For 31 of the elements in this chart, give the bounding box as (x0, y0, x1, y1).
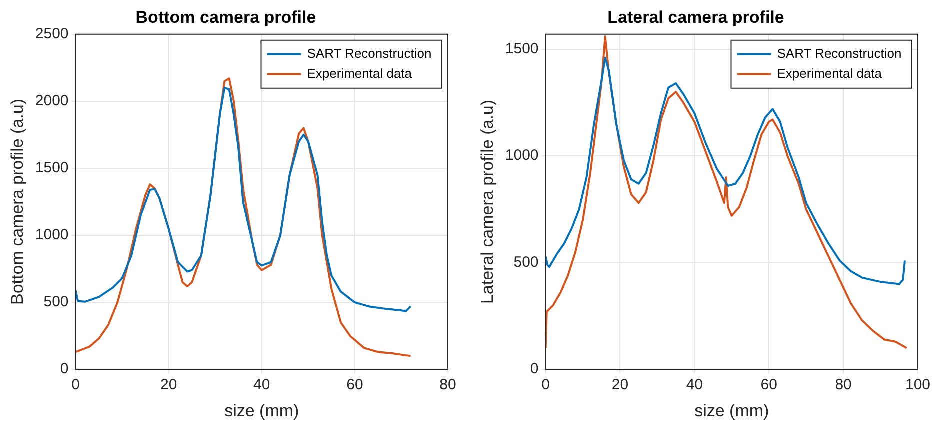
x-tick-label: 60 (346, 376, 364, 394)
legend-label: Experimental data (307, 66, 413, 81)
x-axis-title: size (mm) (224, 401, 300, 420)
legend-label: SART Reconstruction (307, 46, 432, 61)
x-tick-label: 0 (542, 376, 550, 394)
x-tick-label: 40 (254, 376, 270, 394)
y-tick-label: 1500 (505, 40, 539, 58)
x-tick-label: 40 (686, 376, 704, 394)
legend-label: SART Reconstruction (777, 46, 902, 61)
y-axis-title: Lateral camera profile (a.u) (478, 100, 497, 304)
x-tick-label: 100 (905, 376, 931, 394)
x-tick-label: 20 (160, 376, 178, 394)
y-tick-label: 2500 (35, 26, 69, 43)
y-axis-title: Bottom camera profile (a.u) (8, 99, 27, 305)
x-tick-label: 80 (835, 376, 852, 394)
x-axis-title: size (mm) (694, 401, 770, 420)
legend-label: Experimental data (777, 66, 883, 81)
chart-title: Bottom camera profile (136, 8, 316, 27)
y-tick-label: 500 (514, 254, 539, 271)
y-tick-label: 2000 (35, 92, 69, 110)
x-tick-label: 0 (72, 376, 80, 394)
x-tick-label: 80 (440, 376, 456, 394)
y-tick-label: 1500 (35, 160, 69, 177)
y-tick-label: 0 (60, 360, 69, 378)
y-tick-label: 1000 (35, 226, 69, 244)
x-tick-label: 20 (612, 376, 629, 394)
y-tick-label: 1000 (505, 147, 539, 164)
y-tick-label: 500 (44, 294, 69, 311)
chart-title: Lateral camera profile (608, 8, 784, 27)
x-tick-label: 60 (760, 376, 778, 394)
y-tick-label: 0 (530, 360, 539, 378)
